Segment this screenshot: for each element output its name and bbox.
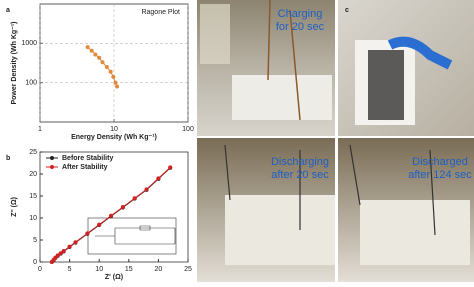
photo-charging xyxy=(197,0,335,136)
panel-label: b xyxy=(6,155,10,162)
photo-device xyxy=(338,0,474,136)
chart-title: Ragone Plot xyxy=(141,9,180,16)
legend-label: Before Stability xyxy=(62,155,113,162)
photo-caption: after 20 sec xyxy=(271,169,329,181)
data-point xyxy=(85,45,90,50)
data-point xyxy=(144,187,149,192)
data-point xyxy=(89,48,94,53)
y-tick-label: 1000 xyxy=(21,40,37,47)
x-tick-label: 100 xyxy=(182,126,194,133)
y-tick-label: 100 xyxy=(25,80,37,87)
data-point xyxy=(111,74,116,79)
data-point xyxy=(97,55,102,60)
series-line xyxy=(87,46,118,87)
x-axis-title: Z' (Ω) xyxy=(105,274,123,281)
y-tick-label: 5 xyxy=(33,237,37,244)
data-point xyxy=(132,196,137,201)
x-tick-label: 5 xyxy=(68,266,72,273)
photo-caption: for 20 sec xyxy=(276,21,325,33)
photo-caption: Charging xyxy=(278,8,323,20)
data-point xyxy=(168,165,173,170)
panel-label: a xyxy=(6,7,10,14)
photo-caption: Discharged xyxy=(412,156,468,168)
x-axis-title: Energy Density (Wh Kg⁻¹) xyxy=(71,134,157,141)
data-point xyxy=(109,213,114,218)
y-tick-label: 10 xyxy=(29,215,37,222)
data-point xyxy=(113,80,118,85)
photo-discharging xyxy=(197,138,335,282)
data-point xyxy=(58,251,63,256)
legend-marker xyxy=(50,165,54,169)
x-tick-label: 10 xyxy=(95,266,103,273)
circuit-inset xyxy=(87,217,177,255)
y-tick-label: 0 xyxy=(33,259,37,266)
photo-caption: Discharging xyxy=(271,156,329,168)
data-point xyxy=(73,240,78,245)
photo-caption: after 124 sec xyxy=(408,169,472,181)
y-tick-label: 20 xyxy=(29,171,37,178)
x-tick-label: 0 xyxy=(38,266,42,273)
data-point xyxy=(55,253,60,258)
data-point xyxy=(67,244,72,249)
legend-label: After Stability xyxy=(62,164,108,171)
legend-marker xyxy=(50,156,54,160)
data-point xyxy=(97,222,102,227)
data-point xyxy=(120,205,125,209)
data-point xyxy=(156,176,161,181)
x-tick-label: 1 xyxy=(38,126,42,133)
y-tick-label: 25 xyxy=(29,149,37,156)
y-tick-label: 15 xyxy=(29,193,37,200)
data-point xyxy=(93,52,98,57)
x-tick-label: 25 xyxy=(184,266,192,273)
x-tick-label: 20 xyxy=(155,266,163,273)
photo-discharged xyxy=(338,138,474,282)
x-tick-label: 15 xyxy=(125,266,133,273)
x-tick-label: 10 xyxy=(110,126,118,133)
data-point xyxy=(85,231,90,236)
y-axis-title: Power Density (Wh Kg⁻¹) xyxy=(11,21,18,104)
data-point xyxy=(108,69,113,74)
data-point xyxy=(61,249,66,253)
data-point xyxy=(115,84,120,89)
y-axis-title: Z'' (Ω) xyxy=(11,197,18,217)
panel-label: c xyxy=(345,7,349,14)
data-point xyxy=(100,60,105,65)
data-point xyxy=(104,65,109,70)
plot-frame xyxy=(39,151,189,263)
